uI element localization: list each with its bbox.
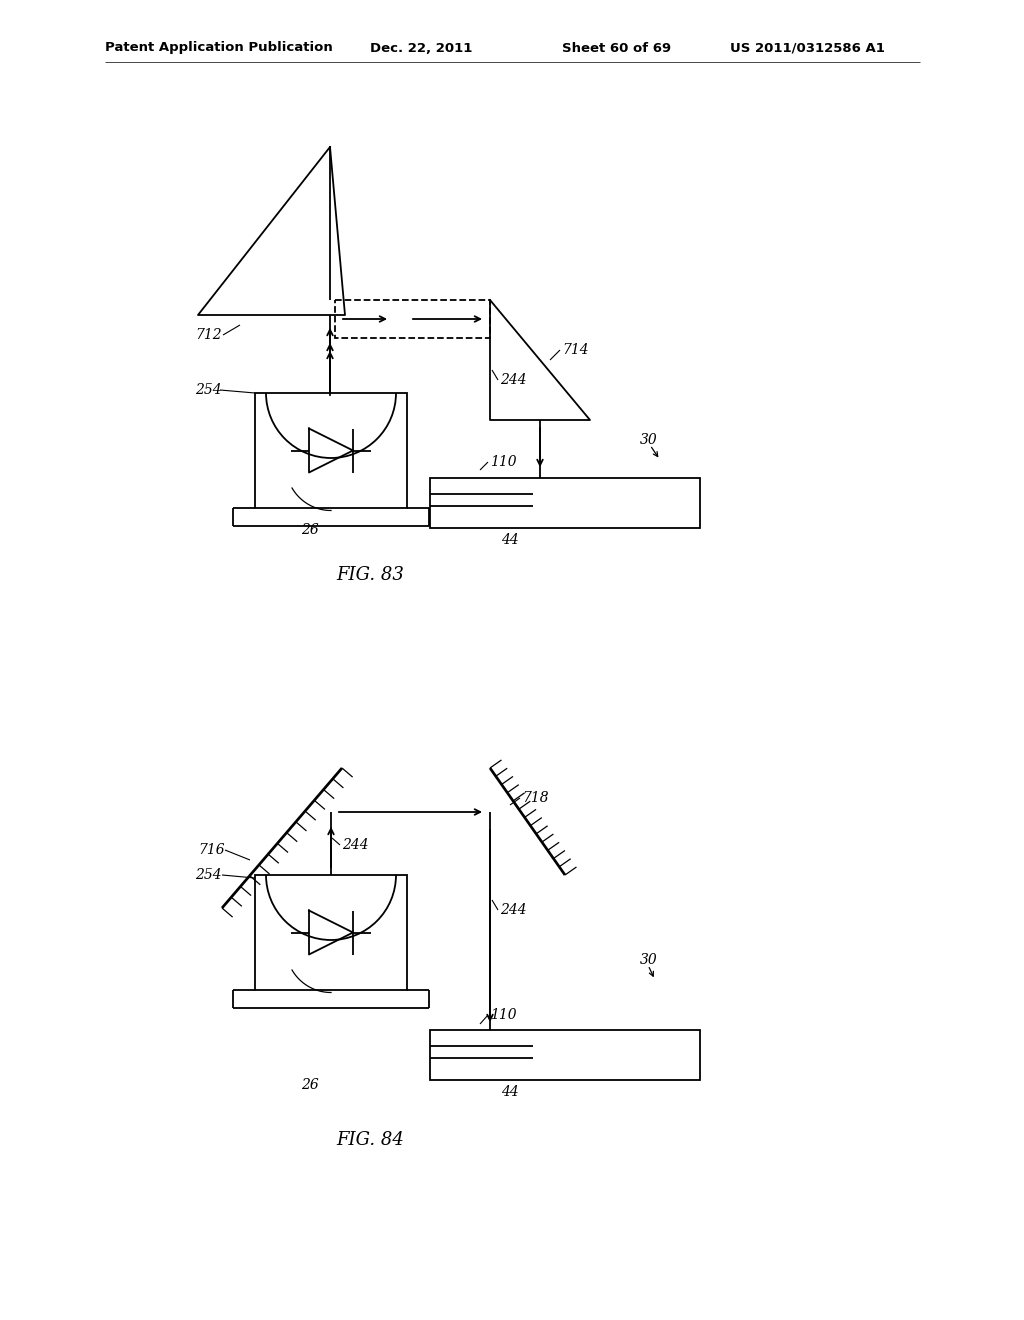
Text: 244: 244	[500, 903, 526, 917]
Text: 44: 44	[501, 1085, 519, 1100]
Text: 110: 110	[490, 455, 517, 469]
Text: 110: 110	[490, 1008, 517, 1022]
Text: Sheet 60 of 69: Sheet 60 of 69	[562, 41, 671, 54]
Text: US 2011/0312586 A1: US 2011/0312586 A1	[730, 41, 885, 54]
Text: Patent Application Publication: Patent Application Publication	[105, 41, 333, 54]
Bar	[335, 300, 490, 338]
Text: FIG. 83: FIG. 83	[336, 566, 403, 583]
Text: 244: 244	[500, 374, 526, 387]
Text: 30: 30	[640, 433, 657, 447]
Text: 26: 26	[301, 523, 318, 537]
Text: 254: 254	[195, 869, 221, 882]
Text: 716: 716	[198, 843, 224, 857]
Bar	[430, 1030, 700, 1080]
Text: 30: 30	[640, 953, 657, 968]
Text: FIG. 84: FIG. 84	[336, 1131, 403, 1148]
Text: 718: 718	[522, 791, 549, 805]
Bar	[255, 393, 407, 508]
Text: 26: 26	[301, 1078, 318, 1092]
Text: 712: 712	[195, 327, 221, 342]
Text: 254: 254	[195, 383, 221, 397]
Text: 244: 244	[342, 838, 369, 851]
Bar	[430, 478, 700, 528]
Text: 44: 44	[501, 533, 519, 546]
Text: 714: 714	[562, 343, 589, 356]
Bar	[255, 875, 407, 990]
Text: Dec. 22, 2011: Dec. 22, 2011	[370, 41, 472, 54]
